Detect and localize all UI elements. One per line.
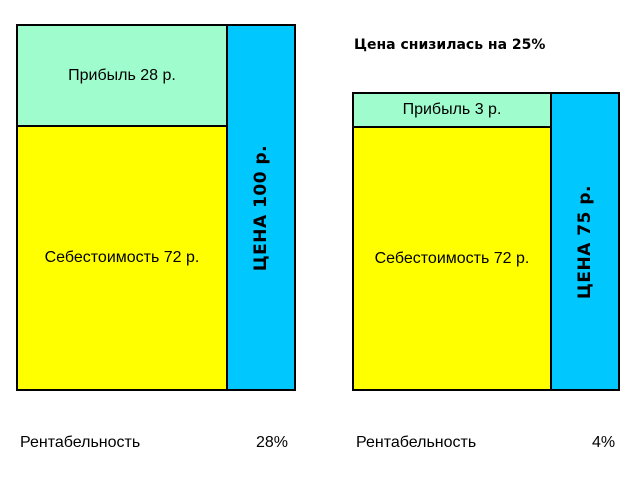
right-price-label: ЦЕНА 75 р. [575, 184, 595, 299]
right-cost-block: Себестоимость 72 р. [352, 126, 552, 391]
left-price-label: ЦЕНА 100 р. [251, 144, 271, 271]
right-profit-block: Прибыль 3 р. [352, 92, 552, 128]
right-heading: Цена снизилась на 25% [354, 37, 546, 53]
left-price-block: ЦЕНА 100 р. [226, 24, 296, 391]
right-cost-label: Себестоимость 72 р. [374, 249, 530, 267]
right-profitability-label: Рентабельность [356, 434, 477, 451]
right-price-block: ЦЕНА 75 р. [550, 92, 620, 391]
right-profitability-value: 4% [592, 434, 616, 451]
left-cost-block: Себестоимость 72 р. [16, 125, 228, 391]
left-cost-label: Себестоимость 72 р. [44, 249, 200, 266]
left-profit-label: Прибыль 28 р. [68, 66, 176, 84]
left-profitability-value: 28% [256, 434, 289, 451]
right-profit-label: Прибыль 3 р. [402, 101, 502, 118]
left-profitability-label: Рентабельность [20, 434, 141, 451]
left-profit-block: Прибыль 28 р. [16, 24, 228, 127]
